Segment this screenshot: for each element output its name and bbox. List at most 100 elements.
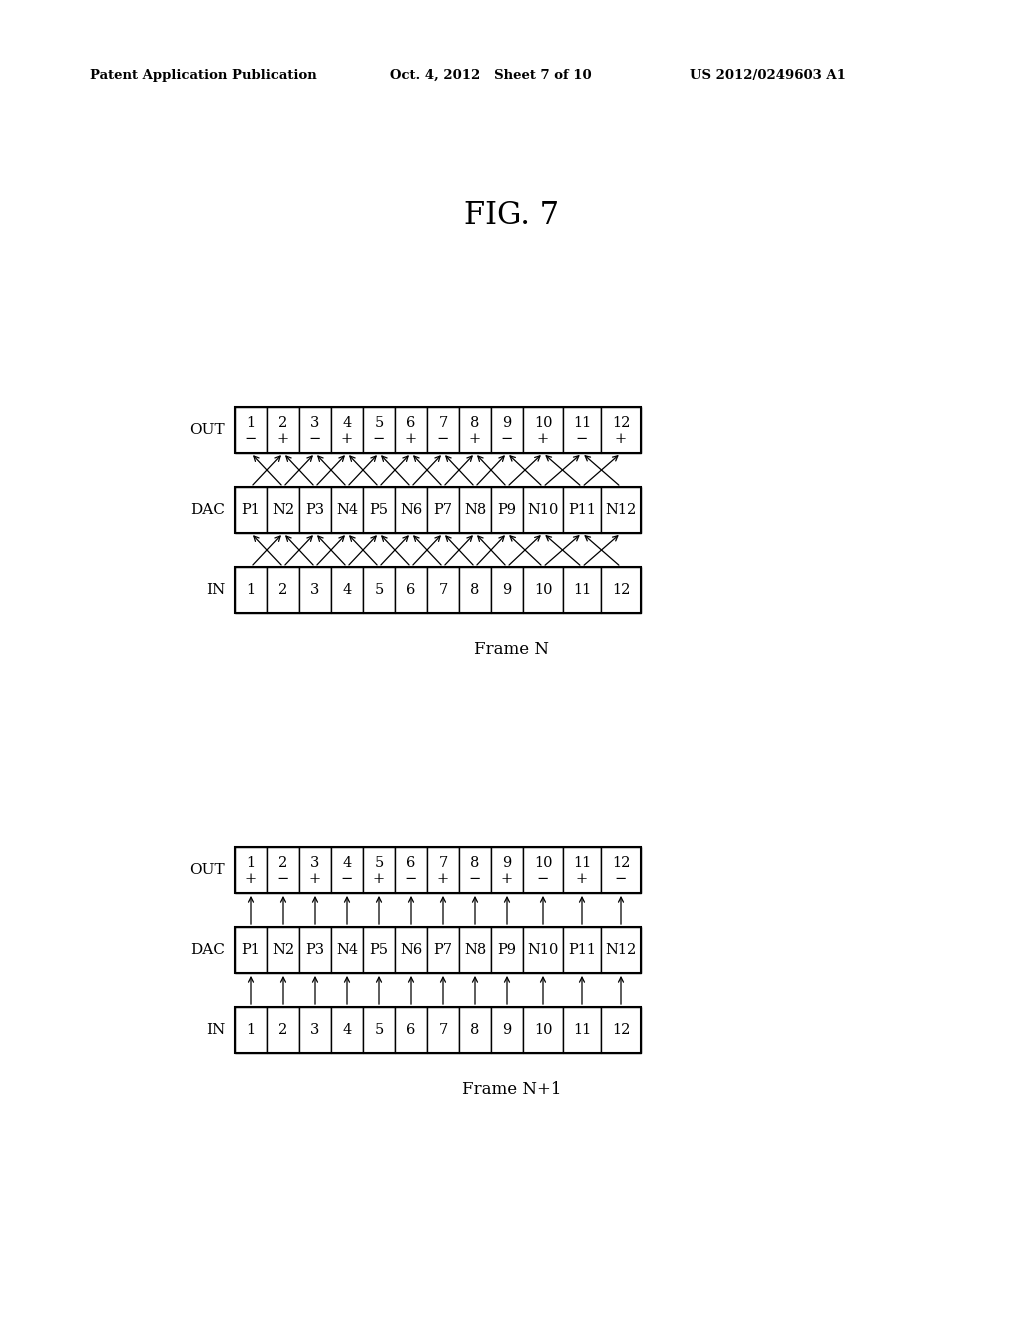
Text: +: + xyxy=(469,432,481,446)
Bar xyxy=(234,407,267,453)
Bar xyxy=(490,927,523,973)
Text: 3: 3 xyxy=(310,583,319,597)
Bar xyxy=(601,407,641,453)
Bar xyxy=(601,1007,641,1053)
Bar xyxy=(362,487,395,533)
Text: N6: N6 xyxy=(400,503,422,517)
Bar xyxy=(395,847,427,894)
Bar xyxy=(395,407,427,453)
Text: 2: 2 xyxy=(279,1023,288,1038)
Text: 8: 8 xyxy=(470,416,479,430)
Bar xyxy=(299,927,331,973)
Text: +: + xyxy=(404,432,417,446)
Text: −: − xyxy=(341,873,353,886)
Text: 7: 7 xyxy=(438,855,447,870)
Text: 2: 2 xyxy=(279,855,288,870)
Text: FIG. 7: FIG. 7 xyxy=(465,199,559,231)
Bar xyxy=(523,487,563,533)
Bar xyxy=(331,1007,362,1053)
Text: P5: P5 xyxy=(370,503,388,517)
Text: 12: 12 xyxy=(611,416,630,430)
Bar xyxy=(459,847,490,894)
Text: P7: P7 xyxy=(433,503,453,517)
Text: 8: 8 xyxy=(470,583,479,597)
Bar xyxy=(234,487,267,533)
Bar xyxy=(563,847,601,894)
Text: OUT: OUT xyxy=(189,422,225,437)
Bar xyxy=(331,487,362,533)
Text: P9: P9 xyxy=(498,942,516,957)
Text: +: + xyxy=(615,432,627,446)
Text: 1: 1 xyxy=(247,1023,256,1038)
Bar xyxy=(234,1007,641,1053)
Text: P3: P3 xyxy=(305,503,325,517)
Text: 10: 10 xyxy=(534,855,552,870)
Text: 4: 4 xyxy=(342,1023,351,1038)
Bar xyxy=(234,568,641,612)
Text: −: − xyxy=(309,432,322,446)
Bar xyxy=(490,407,523,453)
Bar xyxy=(362,1007,395,1053)
Text: −: − xyxy=(276,873,289,886)
Text: Frame N: Frame N xyxy=(474,642,550,657)
Bar xyxy=(563,407,601,453)
Bar xyxy=(234,847,641,894)
Text: −: − xyxy=(437,432,450,446)
Text: +: + xyxy=(501,873,513,886)
Text: 8: 8 xyxy=(470,855,479,870)
Text: Patent Application Publication: Patent Application Publication xyxy=(90,69,316,82)
Text: DAC: DAC xyxy=(190,503,225,517)
Text: 3: 3 xyxy=(310,1023,319,1038)
Bar xyxy=(234,927,267,973)
Text: −: − xyxy=(575,432,588,446)
Bar xyxy=(299,1007,331,1053)
Text: 5: 5 xyxy=(375,855,384,870)
Text: −: − xyxy=(469,873,481,886)
Bar xyxy=(523,568,563,612)
Text: N4: N4 xyxy=(336,503,358,517)
Text: Oct. 4, 2012   Sheet 7 of 10: Oct. 4, 2012 Sheet 7 of 10 xyxy=(390,69,592,82)
Text: N10: N10 xyxy=(527,942,559,957)
Text: IN: IN xyxy=(206,583,225,597)
Text: Frame N+1: Frame N+1 xyxy=(462,1081,562,1098)
Text: N8: N8 xyxy=(464,503,486,517)
Text: 5: 5 xyxy=(375,416,384,430)
Bar xyxy=(523,927,563,973)
Text: N4: N4 xyxy=(336,942,358,957)
Bar xyxy=(267,847,299,894)
Text: 7: 7 xyxy=(438,416,447,430)
Text: 9: 9 xyxy=(503,416,512,430)
Text: 1: 1 xyxy=(247,583,256,597)
Bar xyxy=(427,487,459,533)
Bar xyxy=(601,568,641,612)
Text: P11: P11 xyxy=(568,503,596,517)
Text: 6: 6 xyxy=(407,583,416,597)
Text: +: + xyxy=(575,873,588,886)
Bar xyxy=(427,927,459,973)
Text: 12: 12 xyxy=(611,855,630,870)
Text: P1: P1 xyxy=(242,503,260,517)
Bar xyxy=(459,927,490,973)
Text: +: + xyxy=(437,873,450,886)
Text: 1: 1 xyxy=(247,416,256,430)
Text: +: + xyxy=(276,432,289,446)
Bar xyxy=(459,1007,490,1053)
Text: 11: 11 xyxy=(572,855,591,870)
Text: N8: N8 xyxy=(464,942,486,957)
Text: P11: P11 xyxy=(568,942,596,957)
Bar xyxy=(427,1007,459,1053)
Text: N12: N12 xyxy=(605,942,637,957)
Text: 10: 10 xyxy=(534,1023,552,1038)
Bar xyxy=(427,847,459,894)
Bar xyxy=(267,568,299,612)
Text: 2: 2 xyxy=(279,583,288,597)
Bar xyxy=(601,487,641,533)
Bar xyxy=(490,1007,523,1053)
Text: 7: 7 xyxy=(438,1023,447,1038)
Bar xyxy=(299,407,331,453)
Bar xyxy=(299,487,331,533)
Text: N12: N12 xyxy=(605,503,637,517)
Bar xyxy=(459,407,490,453)
Bar xyxy=(601,927,641,973)
Text: 2: 2 xyxy=(279,416,288,430)
